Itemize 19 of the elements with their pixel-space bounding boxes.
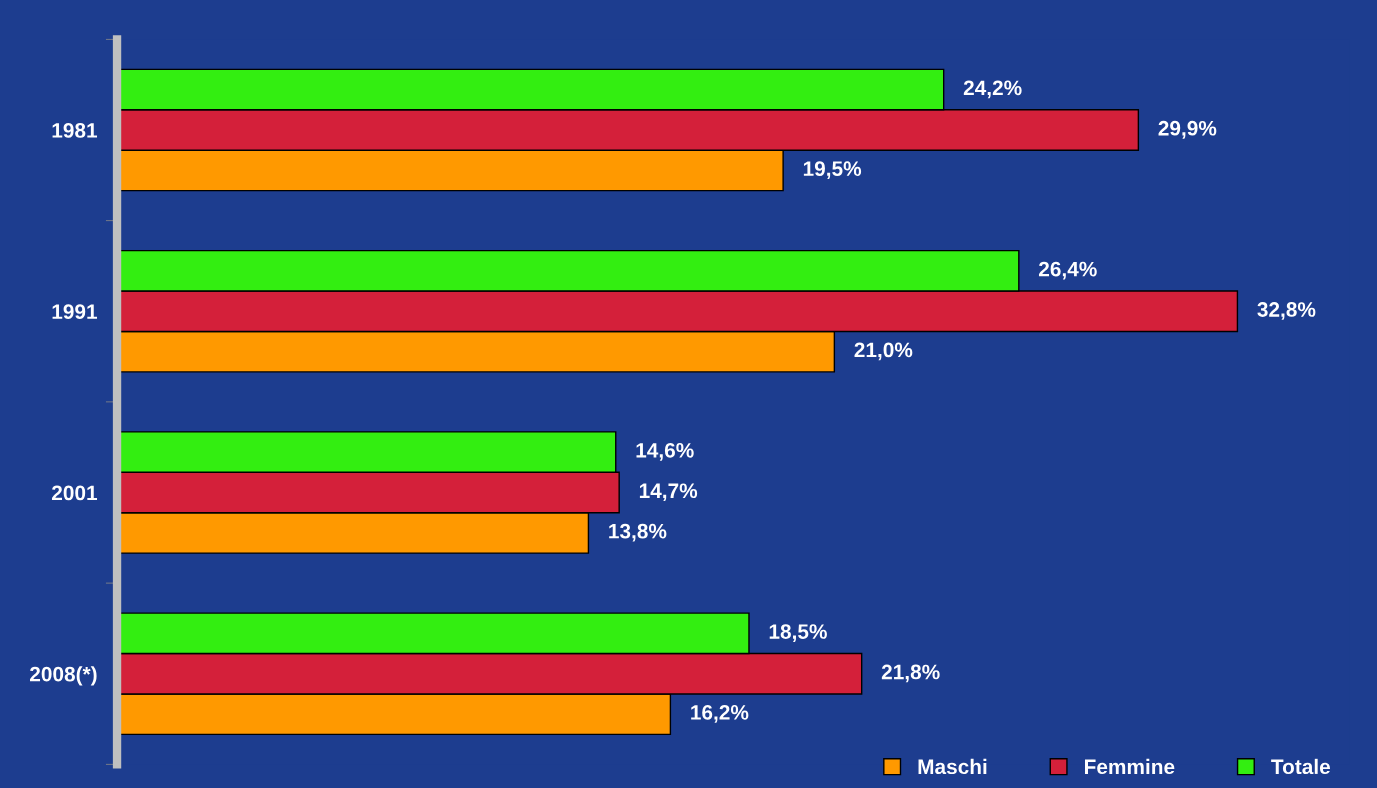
legend-label: Femmine [1085, 758, 1175, 775]
y-tick-label: 1991 [52, 304, 98, 320]
y-tick-label: 2001 [51, 485, 98, 501]
data-label: 14,7% [639, 483, 698, 502]
data-label: 21,0% [854, 342, 913, 361]
data-label: 29,9% [1158, 120, 1217, 139]
data-label: 16,2% [691, 705, 749, 723]
data-label: 14,6% [636, 442, 694, 461]
y-tick-label: 2008(*) [30, 666, 97, 686]
y-tick-label: 1981 [52, 123, 98, 138]
data-label: 19,5% [803, 161, 862, 180]
data-label: 13,8% [609, 523, 667, 542]
data-label: 32,8% [1257, 302, 1316, 320]
data-label: 24,2% [963, 80, 1022, 99]
legend-label: Totale [1271, 758, 1331, 775]
data-label: 21,8% [881, 664, 940, 683]
data-label: 18,5% [769, 624, 827, 642]
legend-label: Maschi [918, 758, 987, 775]
data-label: 26,4% [1038, 261, 1097, 280]
